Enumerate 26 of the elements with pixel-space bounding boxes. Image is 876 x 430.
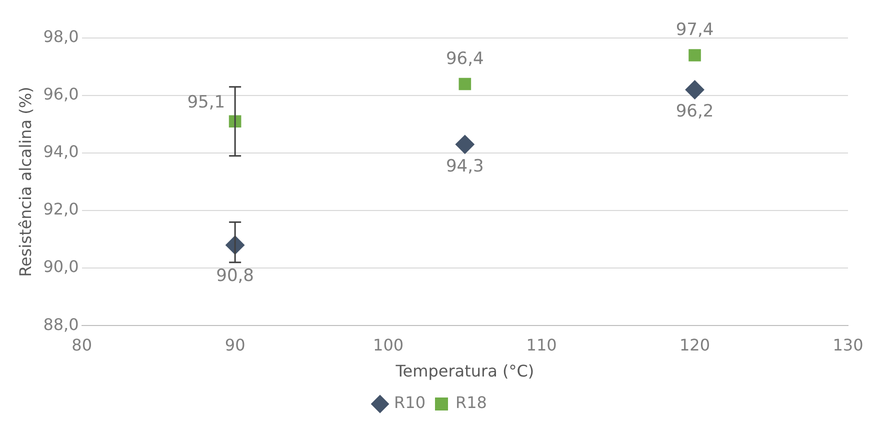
x-tick-label: 120 (679, 335, 710, 354)
legend-label: R10 (394, 393, 426, 412)
data-label: 95,1 (187, 92, 226, 112)
data-label: 97,4 (676, 20, 714, 40)
x-tick-label: 130 (832, 335, 864, 354)
point (455, 134, 474, 154)
y-tick-label: 92,0 (43, 200, 79, 219)
x-tick-label: 80 (72, 335, 92, 354)
y-axis-title: Resistência alcalina (%) (16, 86, 35, 277)
data-label: 90,8 (216, 266, 254, 286)
y-tick-label: 96,0 (43, 84, 79, 104)
point (688, 49, 701, 62)
data-label: 96,4 (446, 48, 484, 69)
x-tick-label: 110 (526, 335, 557, 354)
legend-label: R18 (456, 393, 487, 412)
y-tick-label: 90,0 (43, 257, 79, 276)
point (685, 80, 704, 100)
y-tick-label: 94,0 (43, 142, 79, 162)
data-label: 96,2 (676, 102, 714, 122)
x-tick-label: 90 (224, 335, 246, 354)
y-tick-label: 98,0 (43, 27, 79, 46)
x-axis-title: Temperatura (°C) (394, 362, 534, 381)
data-label: 94,3 (446, 156, 484, 176)
point (458, 78, 472, 90)
y-tick-label: 88,0 (43, 314, 79, 334)
x-tick-label: 100 (373, 335, 404, 354)
